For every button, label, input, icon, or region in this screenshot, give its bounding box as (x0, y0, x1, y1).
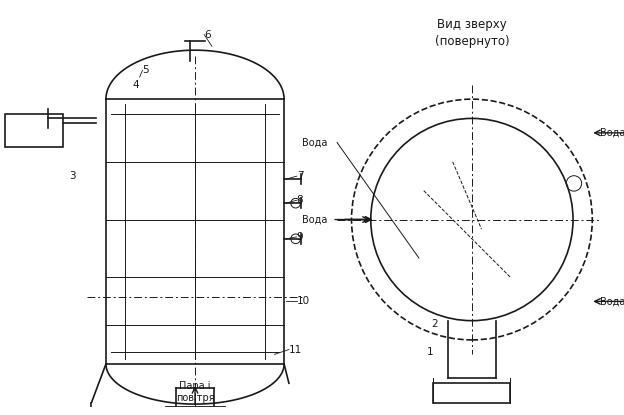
Text: 1: 1 (427, 347, 433, 357)
Text: 6: 6 (204, 29, 211, 39)
Text: Пара і
повітря: Пара і повітря (176, 381, 214, 403)
Text: 2: 2 (431, 319, 438, 329)
Text: Вода: Вода (302, 215, 328, 225)
Text: 10: 10 (296, 296, 310, 306)
Bar (434, 383, 510, 403)
Text: 5: 5 (142, 65, 149, 75)
Bar (5, 114, 62, 147)
Text: 8: 8 (296, 195, 303, 205)
Text: Вода: Вода (600, 296, 624, 306)
Text: Вид зверху: Вид зверху (437, 19, 507, 32)
Text: 7: 7 (296, 171, 303, 181)
Text: 3: 3 (69, 171, 76, 181)
Text: 4: 4 (133, 80, 140, 90)
Text: 9: 9 (296, 232, 303, 242)
Text: 11: 11 (289, 344, 302, 354)
Text: Вода: Вода (600, 128, 624, 138)
Text: Вода: Вода (302, 137, 328, 147)
Text: (повернуто): (повернуто) (434, 35, 509, 48)
